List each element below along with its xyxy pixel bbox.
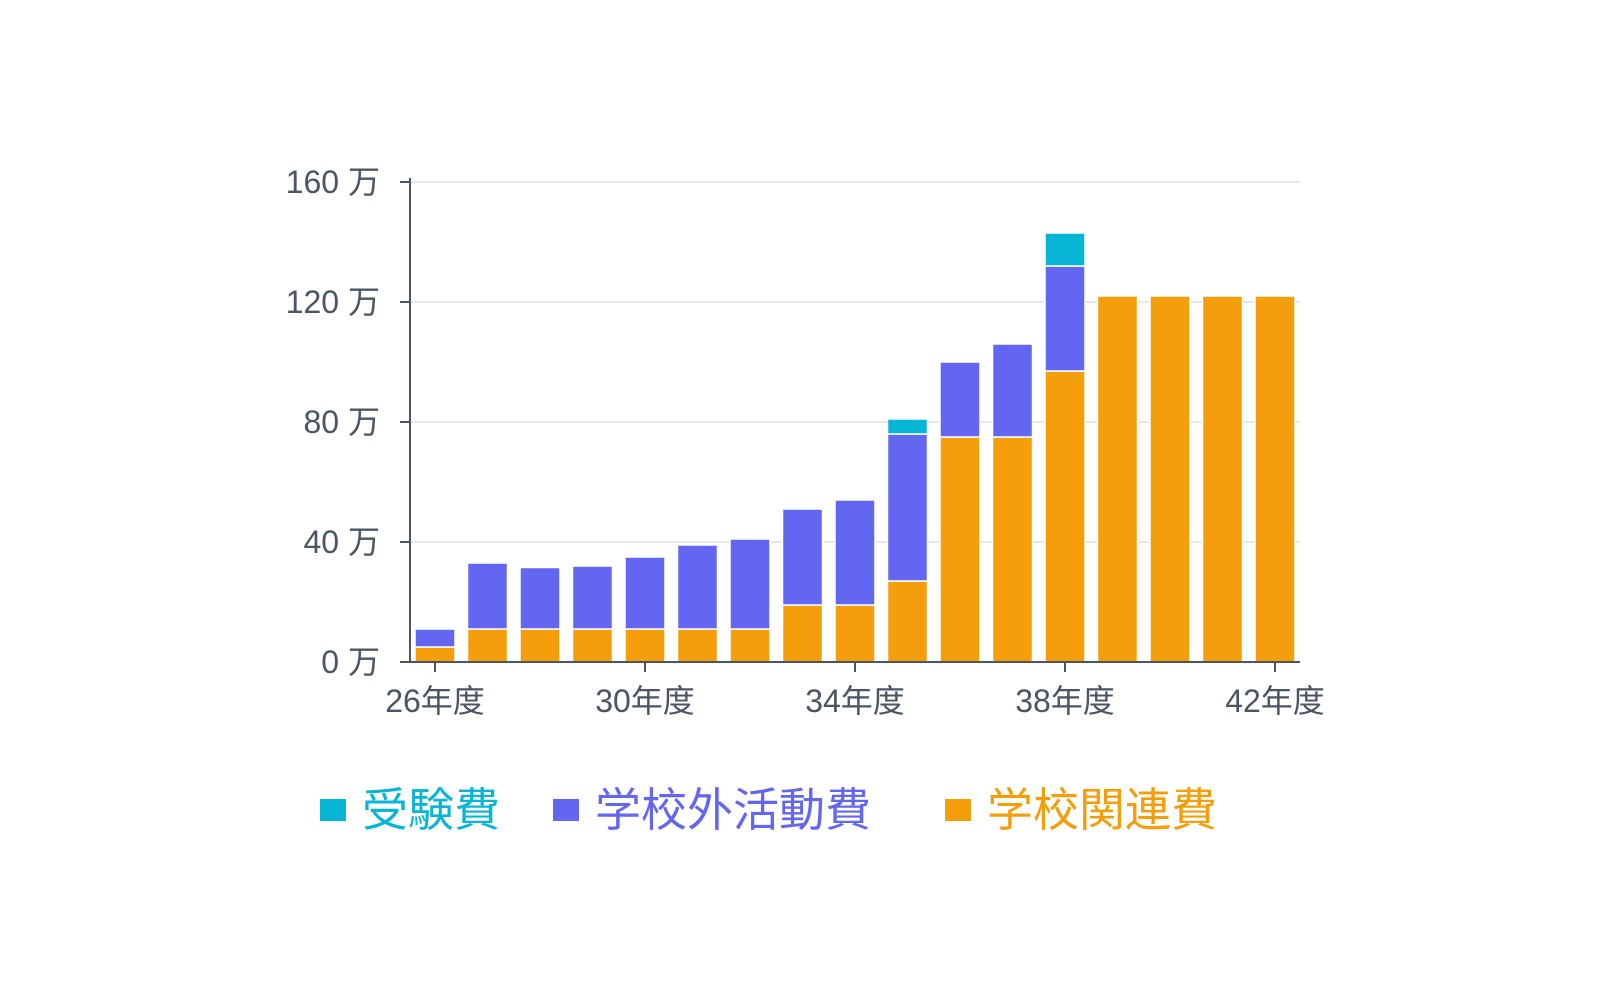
legend-swatch[interactable] xyxy=(320,799,346,821)
bar-segment[interactable] xyxy=(1096,295,1139,663)
bar-segment[interactable] xyxy=(676,544,719,630)
bar-segment[interactable] xyxy=(991,343,1034,438)
legend-swatch[interactable] xyxy=(553,799,579,821)
bar-segment[interactable] xyxy=(1201,295,1244,663)
legend: 受験費 学校外活動費 学校関連費 xyxy=(320,783,1217,837)
legend-swatch[interactable] xyxy=(945,799,971,821)
bar-segment[interactable] xyxy=(729,628,771,663)
bar-segment[interactable] xyxy=(886,580,929,663)
bar-segment[interactable] xyxy=(1044,370,1086,663)
bar-segment[interactable] xyxy=(1044,232,1086,267)
bar-segment[interactable] xyxy=(886,433,929,582)
bar-segment[interactable] xyxy=(939,361,981,438)
bars xyxy=(414,232,1296,663)
bar-segment[interactable] xyxy=(834,499,876,606)
x-tick-label: 26年度 xyxy=(385,683,485,719)
x-tick-label: 30年度 xyxy=(595,683,695,719)
bar-segment[interactable] xyxy=(991,436,1034,663)
bar-segment[interactable] xyxy=(414,646,456,663)
legend-label[interactable]: 受験費 xyxy=(362,783,500,837)
bar-segment[interactable] xyxy=(834,604,876,663)
bar-segment[interactable] xyxy=(1254,295,1296,663)
bar-segment[interactable] xyxy=(781,508,824,606)
y-tick-label: 120 万 xyxy=(286,284,380,320)
x-tick-label: 42年度 xyxy=(1225,683,1325,719)
y-tick-label: 40 万 xyxy=(304,524,381,560)
bar-segment[interactable] xyxy=(571,628,614,663)
bar-segment[interactable] xyxy=(519,628,561,663)
legend-label[interactable]: 学校外活動費 xyxy=(595,783,871,837)
bar-segment[interactable] xyxy=(571,565,614,630)
bar-segment[interactable] xyxy=(466,562,509,630)
y-tick-label: 80 万 xyxy=(304,404,381,440)
bar-segment[interactable] xyxy=(886,418,929,435)
bar-segment[interactable] xyxy=(1149,295,1191,663)
bar-segment[interactable] xyxy=(624,556,666,630)
bar-segment[interactable] xyxy=(414,628,456,648)
y-tick-label: 0 万 xyxy=(321,644,380,680)
y-tick-label: 160 万 xyxy=(286,164,380,200)
bar-segment[interactable] xyxy=(1044,265,1086,372)
bar-segment[interactable] xyxy=(676,628,719,663)
bar-segment[interactable] xyxy=(519,566,561,630)
bar-segment[interactable] xyxy=(729,538,771,630)
bar-segment[interactable] xyxy=(939,436,981,663)
x-tick-label: 34年度 xyxy=(805,683,905,719)
bar-segment[interactable] xyxy=(781,604,824,663)
bar-segment[interactable] xyxy=(624,628,666,663)
x-tick-label: 38年度 xyxy=(1015,683,1115,719)
bar-segment[interactable] xyxy=(466,628,509,663)
axes: 0 万 40 万 80 万 120 万 160 万 26年度 30年度 34年度 38年度 42年… xyxy=(286,164,1325,719)
legend-label[interactable]: 学校関連費 xyxy=(987,783,1217,837)
